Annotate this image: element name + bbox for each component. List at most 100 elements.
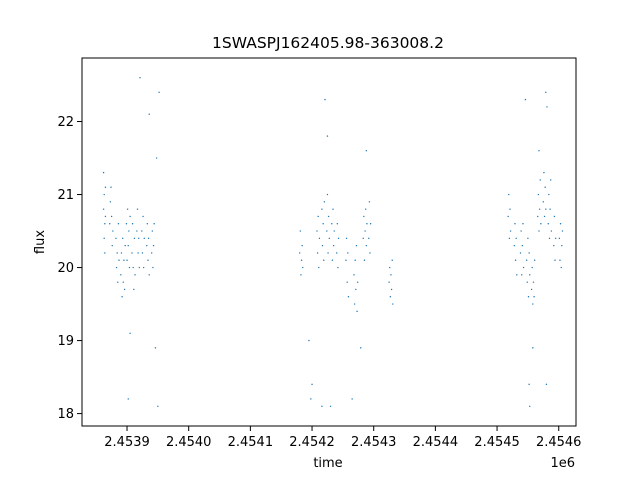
data-point	[514, 259, 517, 261]
data-point	[321, 405, 323, 407]
data-point	[520, 230, 522, 232]
data-point	[158, 91, 160, 94]
data-point	[117, 281, 119, 283]
data-point	[126, 208, 129, 210]
y-tick-label: 21	[57, 188, 74, 203]
data-point	[365, 208, 367, 210]
data-point	[509, 230, 512, 232]
data-point	[128, 230, 130, 232]
data-point	[527, 296, 530, 298]
data-point	[102, 171, 105, 174]
data-point	[328, 237, 331, 240]
data-point	[300, 259, 303, 261]
data-point	[316, 230, 318, 232]
data-point	[136, 208, 139, 210]
data-point	[318, 237, 321, 240]
data-point	[139, 77, 141, 79]
data-point	[355, 288, 357, 291]
data-point	[120, 274, 122, 276]
data-point	[354, 259, 356, 261]
data-point	[326, 193, 329, 196]
data-point	[154, 347, 157, 349]
data-point	[151, 230, 154, 232]
data-point	[392, 303, 394, 305]
data-point	[550, 179, 552, 181]
data-point	[109, 223, 111, 225]
data-point	[104, 252, 106, 254]
data-point	[532, 303, 534, 305]
data-point	[543, 215, 546, 218]
data-point	[147, 237, 150, 240]
data-point	[540, 223, 542, 225]
data-point	[122, 237, 124, 240]
data-point	[317, 215, 319, 218]
data-point	[131, 252, 133, 254]
data-point	[550, 230, 553, 232]
data-point	[389, 266, 391, 269]
data-point	[115, 266, 118, 269]
data-point	[152, 244, 155, 247]
data-point	[524, 98, 527, 101]
data-point	[127, 398, 129, 400]
data-point	[521, 244, 524, 247]
data-point	[152, 266, 154, 269]
data-point	[529, 274, 531, 276]
data-point	[322, 223, 324, 225]
data-point	[362, 237, 364, 240]
data-point	[104, 186, 107, 188]
data-point	[123, 288, 126, 291]
data-point	[537, 215, 539, 218]
data-point	[554, 237, 557, 240]
data-point	[324, 98, 326, 101]
points-layer	[102, 77, 564, 407]
data-point	[353, 274, 355, 276]
data-point	[351, 398, 353, 400]
data-point	[532, 281, 535, 283]
data-point	[133, 237, 136, 240]
data-point	[308, 339, 310, 342]
data-point	[545, 208, 547, 210]
data-point	[345, 237, 348, 240]
x-tick-label: 2.4546	[536, 435, 582, 450]
data-point	[148, 274, 150, 276]
data-point	[138, 266, 141, 269]
data-point	[388, 281, 390, 283]
chart-title: 1SWASPJ162405.98-363008.2	[212, 34, 444, 52]
data-point	[110, 186, 112, 188]
data-point	[300, 274, 302, 276]
data-point	[508, 193, 510, 196]
data-point	[332, 244, 335, 247]
data-point	[125, 223, 128, 225]
data-point	[515, 237, 517, 240]
data-point	[509, 208, 511, 210]
data-point	[126, 259, 128, 261]
data-point	[538, 208, 541, 210]
data-point	[115, 237, 117, 240]
data-point	[336, 223, 339, 225]
y-tick-label: 22	[57, 115, 74, 130]
data-point	[356, 281, 359, 283]
data-point	[155, 157, 158, 159]
data-point	[547, 223, 549, 225]
data-point	[109, 201, 112, 203]
y-tick-label: 19	[57, 334, 74, 349]
data-point	[538, 150, 540, 152]
data-point	[530, 288, 533, 291]
data-point	[111, 244, 113, 247]
data-point	[146, 244, 148, 247]
data-point	[533, 296, 535, 298]
y-axis: 18 19 20 21 22	[57, 115, 82, 422]
data-point	[141, 252, 144, 254]
data-point	[527, 237, 529, 240]
data-point	[514, 223, 516, 225]
x-tick-label: 2.4542	[289, 435, 335, 450]
data-point	[559, 259, 561, 261]
data-point	[299, 252, 301, 254]
data-point	[347, 252, 349, 254]
data-point	[369, 223, 372, 225]
data-point	[122, 281, 125, 283]
data-point	[120, 252, 123, 254]
data-point	[356, 310, 358, 313]
data-point	[526, 281, 528, 283]
data-point	[123, 259, 125, 261]
